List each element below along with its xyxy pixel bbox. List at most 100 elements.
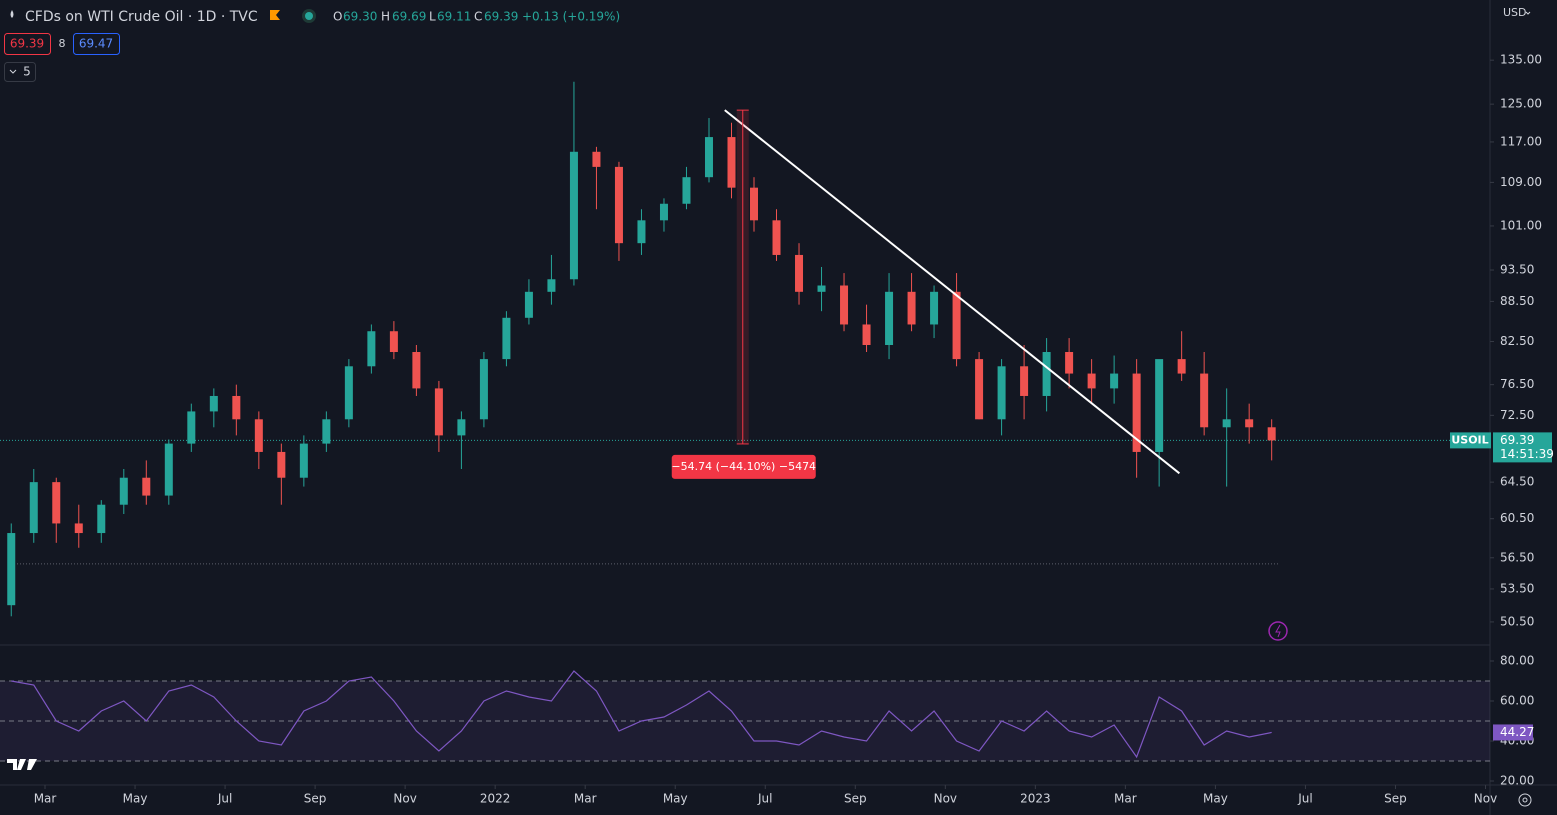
ohlc-key: H bbox=[381, 10, 390, 24]
candle-body bbox=[74, 523, 83, 534]
events-icon[interactable] bbox=[1268, 621, 1288, 641]
candle-body bbox=[817, 285, 826, 292]
rsi-value-text: 44.27 bbox=[1500, 725, 1534, 739]
candle-body bbox=[592, 151, 601, 167]
indicators-count[interactable]: 5 bbox=[23, 65, 31, 79]
price-tick-label: 76.50 bbox=[1500, 377, 1534, 391]
price-tick-label: 93.50 bbox=[1500, 263, 1534, 277]
candle-body bbox=[930, 291, 939, 325]
candle-body bbox=[1222, 419, 1231, 428]
candle-body bbox=[1155, 359, 1164, 452]
price-tick-label: 101.00 bbox=[1500, 218, 1542, 232]
price-tick-label: 56.50 bbox=[1500, 550, 1534, 564]
candle-body bbox=[795, 254, 804, 292]
price-tick-label: 135.00 bbox=[1500, 53, 1542, 67]
price-tick-label: 88.50 bbox=[1500, 294, 1534, 308]
candle-body bbox=[547, 279, 556, 292]
time-tick-label: Sep bbox=[844, 792, 867, 806]
time-tick-label: 2022 bbox=[480, 792, 511, 806]
time-tick-label: May bbox=[1203, 792, 1228, 806]
currency[interactable]: USD bbox=[1503, 6, 1527, 19]
ohlc-key: O bbox=[333, 10, 342, 24]
candle-body bbox=[232, 395, 241, 420]
rsi-line bbox=[11, 670, 1272, 759]
candle-body bbox=[952, 291, 961, 360]
ohlc-value: 69.69 bbox=[392, 10, 426, 24]
candle-body bbox=[704, 137, 713, 178]
ohlc-value: 69.11 bbox=[437, 10, 471, 24]
last-price-text: 69.39 bbox=[1500, 433, 1534, 447]
spread: 8 bbox=[59, 37, 66, 50]
chevron bbox=[9, 69, 17, 74]
price-tick-label: 64.50 bbox=[1500, 475, 1534, 489]
bid-price[interactable]: 69.39 bbox=[10, 37, 44, 51]
grid bbox=[0, 59, 1494, 789]
ohlc-value: 69.30 bbox=[343, 10, 377, 24]
settings-icon[interactable] bbox=[1518, 793, 1532, 807]
rsi-band bbox=[0, 681, 1490, 761]
indicators-toggle[interactable] bbox=[4, 62, 36, 82]
candle-body bbox=[1087, 373, 1096, 389]
bid-button[interactable] bbox=[4, 33, 51, 55]
ask-price[interactable]: 69.47 bbox=[79, 37, 113, 51]
flag-icon bbox=[270, 10, 280, 20]
candle-body bbox=[524, 291, 533, 318]
measure-label: −54.74 (−44.10%) −5474 bbox=[671, 460, 816, 473]
candle-body bbox=[750, 187, 759, 221]
candle-body bbox=[277, 451, 286, 478]
candle-body bbox=[862, 324, 871, 345]
ask-button[interactable] bbox=[73, 33, 120, 55]
candle-body bbox=[1267, 427, 1276, 441]
symbol-tag-text: USOIL bbox=[1451, 433, 1488, 446]
candle-body bbox=[569, 151, 578, 280]
time-tick-label: Mar bbox=[1114, 792, 1137, 806]
candle-body bbox=[727, 137, 736, 188]
settings-icon-core bbox=[1522, 797, 1528, 803]
candle-body bbox=[1110, 373, 1119, 389]
ohlc-key: C bbox=[474, 10, 482, 24]
time-tick-label: Jul bbox=[757, 792, 772, 806]
change: +0.13 (+0.19%) bbox=[522, 10, 620, 24]
tv-logo[interactable] bbox=[7, 759, 37, 770]
price-tick-label: 109.00 bbox=[1500, 175, 1542, 189]
candle-body bbox=[52, 482, 61, 524]
candle-body bbox=[682, 177, 691, 204]
candle-body bbox=[412, 352, 421, 389]
time-tick-label: Nov bbox=[393, 792, 416, 806]
candle-body bbox=[659, 203, 668, 221]
candle-body bbox=[389, 331, 398, 353]
price-tick-label: 50.50 bbox=[1500, 614, 1534, 628]
price-tick-label: 117.00 bbox=[1500, 134, 1542, 148]
bolt bbox=[1275, 624, 1281, 638]
candle-body bbox=[1065, 352, 1074, 374]
candle-body bbox=[299, 443, 308, 478]
price-tick-label: 82.50 bbox=[1500, 334, 1534, 348]
candle-body bbox=[614, 166, 623, 244]
symbol-title: CFDs on WTI Crude Oil · 1D · TVC bbox=[25, 9, 258, 25]
symbol-tag bbox=[1450, 432, 1491, 449]
candle-body bbox=[209, 395, 218, 412]
candle-body bbox=[1200, 373, 1209, 428]
time-tick-label: Jul bbox=[217, 792, 232, 806]
candle-body bbox=[434, 388, 443, 436]
time-tick-label: Sep bbox=[1384, 792, 1407, 806]
countdown: 14:51:39 bbox=[1500, 447, 1554, 461]
candle-body bbox=[885, 291, 894, 345]
trendline bbox=[724, 109, 1181, 475]
candle-body bbox=[637, 220, 646, 244]
candle-body bbox=[1042, 352, 1051, 396]
candle-body bbox=[502, 317, 511, 360]
candle-body bbox=[997, 366, 1006, 420]
candle-body bbox=[479, 359, 488, 420]
time-tick-label: Mar bbox=[574, 792, 597, 806]
candle-body bbox=[975, 359, 984, 420]
candle-body bbox=[119, 477, 128, 505]
chevron bbox=[1525, 11, 1531, 15]
last-price-tag bbox=[1493, 432, 1552, 463]
rsi-tick-label: 60.00 bbox=[1500, 694, 1534, 708]
candle-body bbox=[254, 419, 263, 452]
time-tick-label: May bbox=[123, 792, 148, 806]
